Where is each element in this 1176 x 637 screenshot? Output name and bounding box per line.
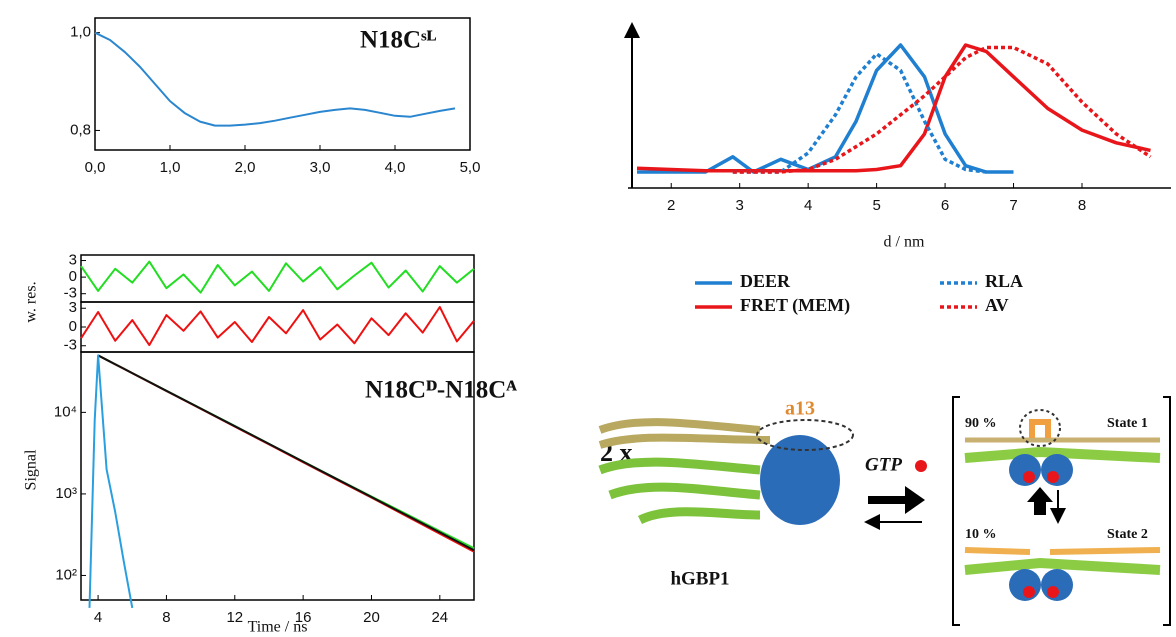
state-fraction: 90 % bbox=[965, 416, 997, 431]
x-tick-label: 4 bbox=[94, 609, 102, 626]
gtp-dot bbox=[1047, 586, 1059, 598]
x-tick-label: 16 bbox=[295, 609, 312, 626]
series-line bbox=[80, 260, 475, 294]
x-tick-label: 24 bbox=[431, 609, 448, 626]
diagram: 2 x a13 hGBP1 GTP 90 % State 1 bbox=[598, 396, 1171, 626]
x-tick-label: 5,0 bbox=[460, 159, 481, 176]
y-tick-label: 0,8 bbox=[70, 121, 91, 138]
x-tick-label: 8 bbox=[162, 609, 170, 626]
state-name: State 1 bbox=[1107, 416, 1148, 431]
x-tick-label: 5 bbox=[872, 197, 880, 214]
x-axis-label: Time / ns bbox=[248, 619, 308, 636]
y-tick-label: 1,0 bbox=[70, 24, 91, 41]
y-tick-label: 3 bbox=[69, 299, 77, 316]
y-tick-label: 10⁴ bbox=[54, 403, 77, 420]
gtp-dot bbox=[915, 460, 927, 472]
y-tick-label: 0 bbox=[69, 318, 77, 335]
plot-frame bbox=[80, 351, 475, 601]
x-tick-label: 6 bbox=[941, 197, 949, 214]
x-tick-label: 7 bbox=[1009, 197, 1017, 214]
chart-title: N18Cˢᴸ bbox=[360, 27, 437, 54]
y-tick-label: 10³ bbox=[55, 485, 77, 502]
gtp-dot bbox=[1023, 471, 1035, 483]
series-line bbox=[636, 43, 1151, 173]
helix-shape bbox=[598, 457, 761, 525]
x-tick-label: 12 bbox=[226, 609, 243, 626]
y-tick-label: -3 bbox=[64, 285, 77, 302]
legend-label: RLA bbox=[985, 271, 1023, 291]
series-line bbox=[637, 43, 1014, 174]
x-tick-label: 4,0 bbox=[385, 159, 406, 176]
legend-label: AV bbox=[985, 295, 1009, 315]
chart-title: N18Cᴰ-N18Cᴬ bbox=[365, 377, 517, 404]
series-line bbox=[97, 354, 475, 552]
trigger-label: GTP bbox=[865, 454, 902, 475]
series-line bbox=[732, 45, 1152, 174]
x-tick-label: 1,0 bbox=[160, 159, 181, 176]
helix-shape bbox=[964, 557, 1161, 575]
legend-label: FRET (MEM) bbox=[740, 295, 850, 316]
highlight bbox=[1019, 409, 1061, 447]
plot-frame bbox=[94, 17, 471, 151]
y-axis-label: Signal bbox=[23, 449, 40, 490]
y-tick-label: 3 bbox=[69, 251, 77, 268]
gtp-dot bbox=[1023, 586, 1035, 598]
gtpase-domain bbox=[760, 435, 840, 525]
y-tick-label: 0 bbox=[69, 268, 77, 285]
protein-label: hGBP1 bbox=[670, 568, 729, 589]
state-fraction: 10 % bbox=[965, 527, 997, 542]
helix-shape bbox=[964, 446, 1161, 463]
y-tick-label: 10² bbox=[55, 566, 77, 583]
x-tick-label: 4 bbox=[804, 197, 812, 214]
x-tick-label: 3 bbox=[736, 197, 744, 214]
x-tick-label: 2,0 bbox=[235, 159, 256, 176]
bracket bbox=[952, 396, 1171, 626]
legend-label: DEER bbox=[740, 271, 791, 291]
x-axis-label: d / nm bbox=[884, 234, 925, 251]
helix-shape bbox=[1029, 419, 1051, 438]
helix-label: a13 bbox=[785, 398, 815, 420]
helix-shape bbox=[964, 547, 1161, 555]
x-tick-label: 8 bbox=[1078, 197, 1086, 214]
state-name: State 2 bbox=[1107, 527, 1148, 542]
series-line bbox=[80, 306, 475, 347]
helix-shape bbox=[598, 418, 771, 449]
gtp-dot bbox=[1047, 471, 1059, 483]
state-2: 10 % State 2 bbox=[964, 527, 1161, 601]
state-1: 90 % State 1 bbox=[964, 409, 1161, 486]
series-line bbox=[94, 31, 456, 127]
forward-arrow bbox=[868, 486, 925, 514]
up-arrow bbox=[1027, 487, 1053, 515]
x-tick-label: 0,0 bbox=[85, 159, 106, 176]
x-tick-label: 3,0 bbox=[310, 159, 331, 176]
x-tick-label: 20 bbox=[363, 609, 380, 626]
plot-frame bbox=[80, 301, 475, 353]
y-tick-label: -3 bbox=[64, 337, 77, 354]
y-axis-label: w. res. bbox=[23, 281, 40, 322]
x-tick-label: 2 bbox=[667, 197, 675, 214]
highlight bbox=[756, 419, 854, 451]
series-line bbox=[88, 354, 134, 609]
